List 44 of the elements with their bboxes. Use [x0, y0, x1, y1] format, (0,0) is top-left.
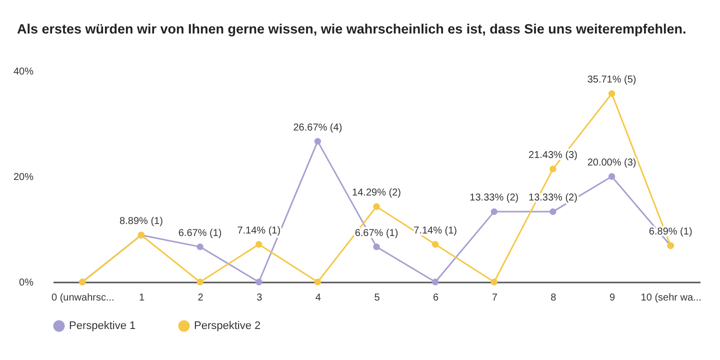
- point: [373, 203, 380, 210]
- point: [314, 138, 322, 145]
- data-label: 7.14% (1): [237, 225, 281, 236]
- y-tick-label: 0%: [19, 278, 34, 288]
- point: [550, 208, 556, 216]
- data-label: 13.33% (2): [470, 192, 519, 204]
- x-tick-label: 9: [609, 292, 616, 304]
- point: [608, 173, 616, 180]
- x-tick-label: 7: [492, 292, 498, 304]
- x-tick-label: 6: [433, 292, 440, 304]
- x-tick-label: 2: [198, 292, 204, 304]
- data-label: 6.67% (1): [178, 228, 222, 239]
- data-label: 26.67% (4): [293, 122, 342, 134]
- point: [490, 208, 498, 216]
- x-tick-label: 3: [256, 292, 263, 304]
- point: [550, 166, 556, 172]
- point: [256, 240, 262, 248]
- point: [608, 90, 616, 97]
- legend-label: Perspektive 1: [69, 320, 136, 332]
- x-tick-label: 5: [374, 292, 380, 304]
- point: [314, 278, 322, 286]
- point: [256, 278, 262, 286]
- data-label: 21.43% (3): [528, 150, 578, 161]
- x-tick-label: 10 (sehr wa...: [640, 292, 702, 304]
- x-tick-label: 8: [550, 292, 557, 304]
- x-tick-label: 1: [138, 292, 145, 304]
- point: [490, 278, 498, 286]
- point: [432, 278, 439, 286]
- x-tick-label: 4: [315, 292, 322, 304]
- data-label: 8.89% (1): [120, 216, 163, 228]
- legend-label: Perspektive 2: [194, 320, 261, 332]
- point: [373, 243, 380, 250]
- x-tick-label: 0 (unwahrsc...: [52, 292, 114, 304]
- data-label: 14.29% (2): [352, 188, 401, 199]
- data-label: 20.00% (3): [587, 158, 636, 168]
- chart-title: Als erstes würden wir von Ihnen gerne wissen, wie wahrscheinlich es ist, dass Sie uns weiterempfehlen.: [17, 22, 686, 36]
- point: [196, 278, 204, 286]
- data-label: 7.14% (1): [414, 225, 457, 236]
- data-label: 6.67% (1): [354, 228, 398, 239]
- data-label: 35.71% (5): [587, 74, 636, 86]
- y-tick-label: 40%: [13, 66, 34, 78]
- point: [196, 243, 204, 250]
- y-tick-label: 20%: [13, 172, 34, 183]
- point: [432, 240, 439, 248]
